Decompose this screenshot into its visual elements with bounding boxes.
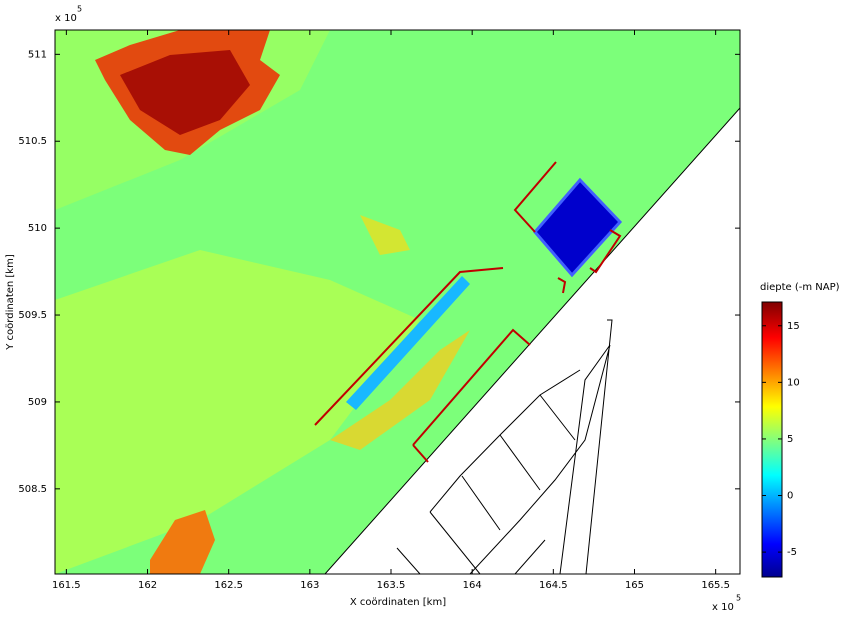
y-tick-label: 508.5 xyxy=(18,484,47,495)
colorbar-title: diepte (-m NAP) xyxy=(760,282,840,293)
x-tick-label: 162.5 xyxy=(214,580,243,591)
x-exponent: 5 xyxy=(736,594,741,603)
y-tick-label: 510.5 xyxy=(18,136,47,147)
colorbar xyxy=(761,301,783,578)
colorbar-tick-label: 10 xyxy=(787,377,800,388)
plot-frame xyxy=(54,29,741,575)
colorbar-tick-label: 15 xyxy=(787,321,800,332)
x-multiplier: x 10 xyxy=(712,602,734,613)
y-tick-label: 509.5 xyxy=(18,310,47,321)
x-tick-label: 165 xyxy=(625,580,644,591)
x-tick-label: 163.5 xyxy=(377,580,406,591)
y-tick-label: 510 xyxy=(28,223,47,234)
y-tick-label: 511 xyxy=(28,49,47,60)
x-axis-label: X coördinaten [km] xyxy=(350,597,446,608)
depth-field xyxy=(55,30,740,574)
y-tick-label: 509 xyxy=(28,397,47,408)
x-tick-label: 163 xyxy=(300,580,319,591)
colorbar-tick-label: -5 xyxy=(787,547,797,558)
x-tick-label: 162 xyxy=(138,580,157,591)
x-tick-label: 164.5 xyxy=(539,580,568,591)
colorbar-tick-label: 0 xyxy=(787,491,793,502)
y-exponent: 5 xyxy=(77,5,82,14)
y-multiplier: x 10 xyxy=(55,13,77,24)
x-tick-label: 161.5 xyxy=(52,580,81,591)
y-axis-label: Y coördinaten [km] xyxy=(5,254,16,351)
x-tick-label: 165.5 xyxy=(701,580,730,591)
x-tick-label: 164 xyxy=(463,580,482,591)
colorbar-tick-label: 5 xyxy=(787,434,793,445)
